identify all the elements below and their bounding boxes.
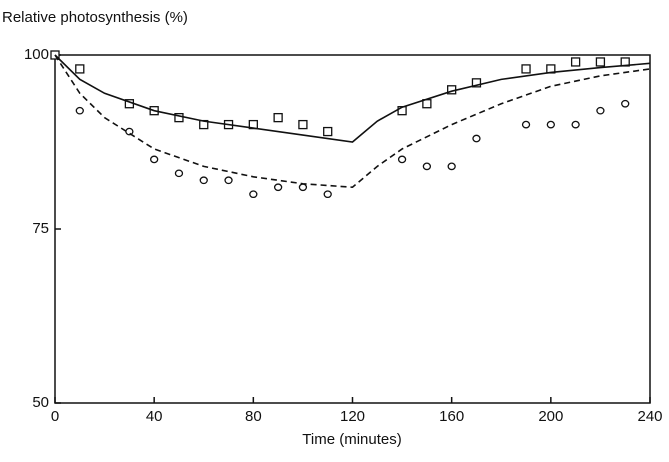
square-point bbox=[595, 57, 606, 67]
x-tick-label: 240 bbox=[637, 408, 662, 425]
square-point bbox=[75, 64, 85, 74]
curve bbox=[54, 54, 651, 189]
y-axis-label: Relative photosynthesis (%) bbox=[2, 9, 188, 26]
circle-point bbox=[249, 190, 258, 199]
square-point bbox=[570, 57, 581, 67]
circle-point bbox=[224, 176, 233, 185]
circle-point bbox=[447, 162, 456, 171]
square-point bbox=[323, 126, 333, 137]
circle-point bbox=[472, 134, 481, 143]
circle-point bbox=[150, 155, 159, 164]
curve bbox=[54, 54, 651, 143]
x-tick-label: 0 bbox=[51, 408, 59, 425]
x-tick-label: 80 bbox=[245, 408, 262, 425]
y-tick-label: 75 bbox=[32, 220, 49, 237]
square-point bbox=[521, 64, 531, 74]
square-point bbox=[273, 112, 283, 123]
circle-point bbox=[174, 169, 184, 178]
circle-point bbox=[521, 120, 531, 129]
x-axis-label: Time (minutes) bbox=[302, 431, 401, 448]
circle-point bbox=[273, 183, 283, 192]
y-tick-label: 50 bbox=[32, 394, 49, 411]
circle-point bbox=[546, 120, 555, 129]
circle-point bbox=[75, 106, 84, 115]
circle-point bbox=[125, 127, 134, 136]
x-tick-label: 200 bbox=[538, 408, 563, 425]
circle-point bbox=[397, 155, 407, 164]
x-tick-label: 120 bbox=[340, 408, 365, 425]
circle-point bbox=[571, 120, 580, 129]
square-point bbox=[298, 119, 308, 130]
y-tick-label: 100 bbox=[24, 46, 49, 63]
circle-point bbox=[199, 176, 208, 185]
circle-point bbox=[621, 99, 630, 108]
circle-point bbox=[298, 183, 308, 192]
x-tick-label: 40 bbox=[146, 408, 163, 425]
x-tick-label: 160 bbox=[439, 408, 464, 425]
square-point bbox=[471, 78, 482, 88]
circle-point bbox=[422, 162, 432, 171]
circle-point bbox=[596, 106, 605, 115]
square-point bbox=[174, 112, 184, 123]
circle-point bbox=[323, 190, 332, 199]
